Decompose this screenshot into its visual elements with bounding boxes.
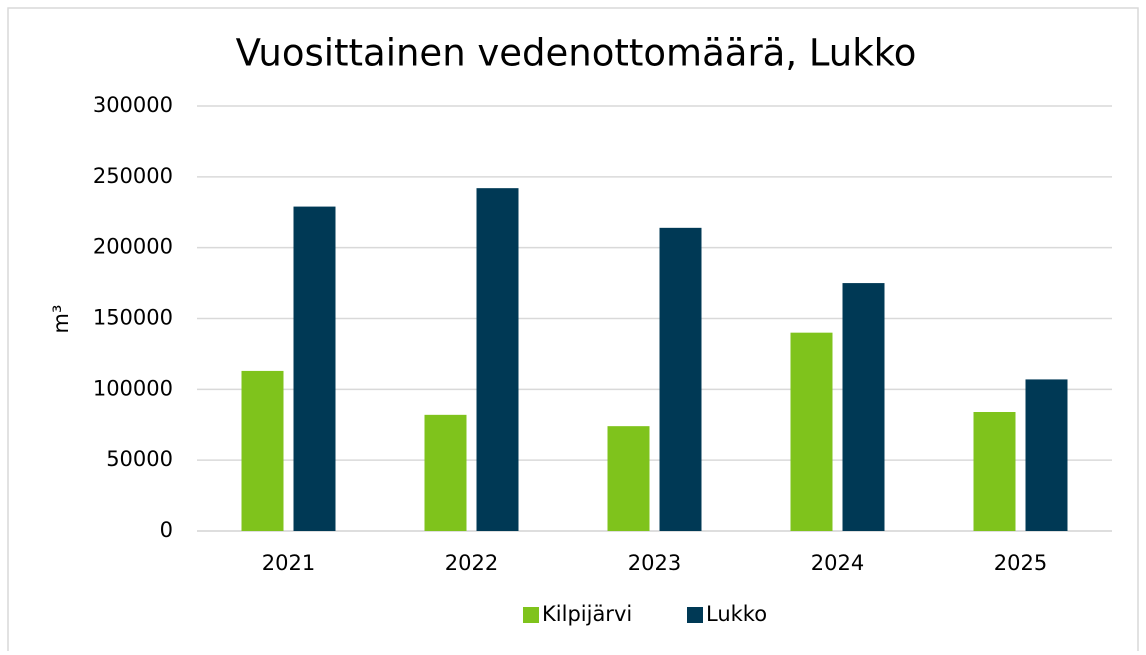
bar <box>424 414 467 531</box>
chart-title: Vuosittainen vedenottomäärä, Lukko <box>236 32 917 75</box>
x-tick-label: 2024 <box>811 551 864 575</box>
bar <box>476 188 519 531</box>
bar <box>1025 379 1068 531</box>
bar <box>842 283 885 531</box>
legend-swatch <box>687 607 703 623</box>
y-tick-label: 50000 <box>106 447 173 471</box>
y-tick-label: 100000 <box>93 376 173 400</box>
legend-swatch <box>523 607 539 623</box>
y-tick-label: 150000 <box>93 306 173 330</box>
legend-label: Kilpijärvi <box>542 602 632 626</box>
x-tick-label: 2021 <box>262 551 315 575</box>
y-tick-label: 200000 <box>93 235 173 259</box>
bar <box>973 412 1016 531</box>
legend-label: Lukko <box>706 602 767 626</box>
bar <box>241 370 284 531</box>
bar <box>790 332 833 531</box>
y-tick-label: 0 <box>160 518 173 542</box>
bar <box>607 426 650 531</box>
x-tick-label: 2025 <box>994 551 1047 575</box>
x-tick-label: 2023 <box>628 551 681 575</box>
x-tick-label: 2022 <box>445 551 498 575</box>
y-tick-label: 250000 <box>93 164 173 188</box>
chart-border <box>7 7 1139 655</box>
bar <box>293 206 336 532</box>
bar <box>659 227 702 532</box>
y-axis-label: m³ <box>49 305 73 334</box>
y-tick-label: 300000 <box>93 93 173 117</box>
